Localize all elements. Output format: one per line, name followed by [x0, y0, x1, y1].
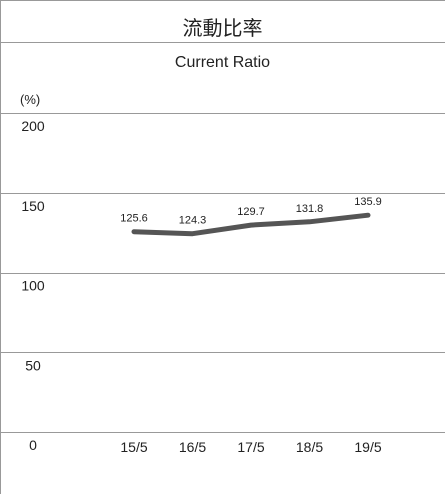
grid-lines — [0, 113, 445, 433]
data-label-18-5: 131.8 — [296, 203, 324, 215]
y-tick-200: 200 — [21, 118, 45, 134]
data-point-15-5 — [132, 229, 136, 234]
data-point-17-5 — [249, 223, 253, 228]
x-tick-labels: 15/5 16/5 17/5 18/5 19/5 — [120, 439, 381, 455]
series-group — [131, 212, 371, 237]
data-labels: 125.6 124.3 129.7 131.8 135.9 — [120, 196, 382, 227]
x-tick-19-5: 19/5 — [354, 439, 381, 455]
y-tick-100: 100 — [21, 278, 45, 294]
data-label-16-5: 124.3 — [179, 215, 207, 227]
x-tick-18-5: 18/5 — [296, 439, 323, 455]
y-tick-0: 0 — [29, 437, 37, 453]
chart-subtitle: Current Ratio — [174, 54, 271, 71]
y-tick-labels: 200 150 100 50 0 — [21, 118, 45, 453]
data-point-19-5 — [366, 213, 370, 218]
y-tick-150: 150 — [21, 198, 45, 214]
x-tick-15-5: 15/5 — [120, 439, 147, 455]
x-tick-16-5: 16/5 — [179, 439, 206, 455]
y-tick-50: 50 — [25, 357, 41, 373]
data-label-15-5: 125.6 — [120, 213, 148, 225]
x-tick-17-5: 17/5 — [237, 439, 264, 455]
data-label-17-5: 129.7 — [237, 206, 265, 218]
data-point-16-5 — [190, 231, 195, 236]
y-axis-unit: (%) — [20, 92, 41, 107]
data-point-18-5 — [307, 219, 312, 224]
chart-title: 流動比率 — [182, 18, 263, 40]
data-label-19-5: 135.9 — [354, 196, 382, 208]
